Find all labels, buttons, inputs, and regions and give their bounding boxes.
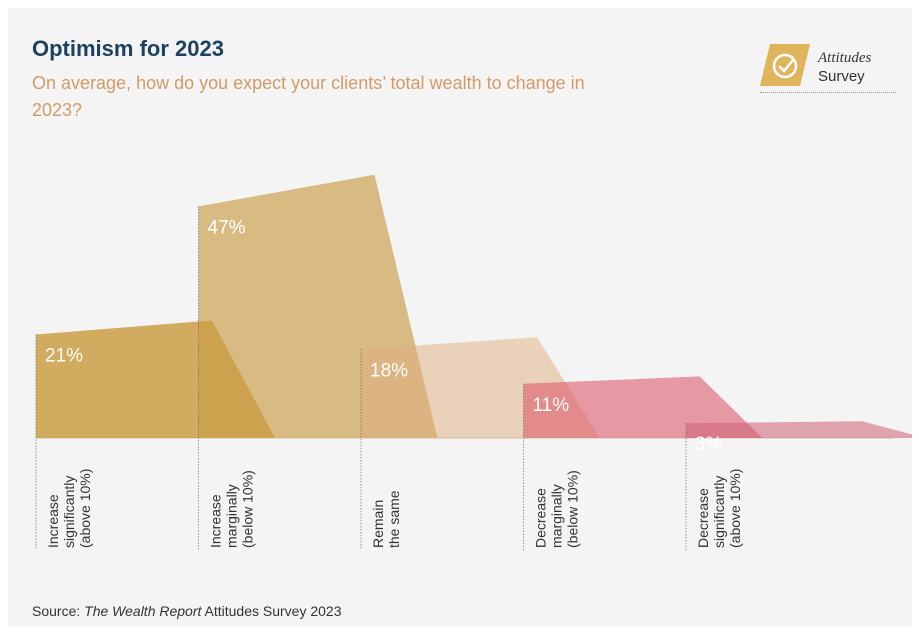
- category-label-4: Decreasemarginally(below 10%): [533, 470, 581, 548]
- logo-text-survey: Survey: [818, 68, 865, 85]
- category-label-line: Decrease: [533, 488, 549, 548]
- category-label-line: Increase: [45, 494, 61, 548]
- category-label-line: Decrease: [695, 488, 711, 548]
- value-label-1: 21%: [45, 346, 83, 367]
- category-label-2: Increasemarginally(below 10%): [208, 470, 256, 548]
- logo-circle: [772, 53, 798, 79]
- category-label-5: Decreasesignificantly(above 10%): [695, 469, 743, 548]
- survey-chart: 21%Increasesignificantly(above 10%)47%In…: [35, 174, 912, 550]
- source-publication: The Wealth Report: [84, 603, 202, 619]
- logo-shape: [760, 44, 810, 86]
- chart-card: Optimism for 2023 On average, how do you…: [8, 8, 912, 626]
- category-label-line: Increase: [208, 494, 224, 548]
- category-label-line: marginally: [549, 484, 565, 548]
- category-label-line: significantly: [711, 476, 727, 548]
- category-label-line: (above 10%): [727, 469, 743, 548]
- data-area-5: [686, 421, 912, 438]
- category-label-line: (above 10%): [77, 469, 93, 548]
- logo-text-attitudes: Attitudes: [818, 50, 872, 66]
- attitudes-survey-logo: Attitudes Survey: [760, 40, 896, 93]
- chart-subtitle: On average, how do you expect your clien…: [32, 73, 585, 120]
- category-label-3: Remainthe same: [370, 490, 402, 548]
- category-label-1: Increasesignificantly(above 10%): [45, 469, 93, 548]
- value-label-3: 18%: [370, 360, 408, 381]
- source-prefix: Source:: [32, 603, 85, 619]
- value-label-5: 3%: [695, 434, 723, 455]
- category-label-line: (below 10%): [565, 470, 581, 548]
- chart-title: Optimism for 2023: [32, 36, 224, 61]
- category-label-line: significantly: [61, 476, 77, 548]
- data-area-4: [523, 376, 763, 438]
- logo-check: [778, 59, 794, 73]
- category-label-line: (below 10%): [240, 470, 256, 548]
- category-label-line: marginally: [224, 484, 240, 548]
- value-label-2: 47%: [208, 217, 246, 238]
- check-circle-icon: [760, 44, 810, 86]
- category-label-line: the same: [386, 490, 402, 548]
- source-suffix: Attitudes Survey 2023: [201, 603, 342, 619]
- source-note: Source: The Wealth Report Attitudes Surv…: [32, 603, 341, 619]
- value-label-4: 11%: [533, 395, 570, 416]
- category-label-line: Remain: [370, 500, 386, 548]
